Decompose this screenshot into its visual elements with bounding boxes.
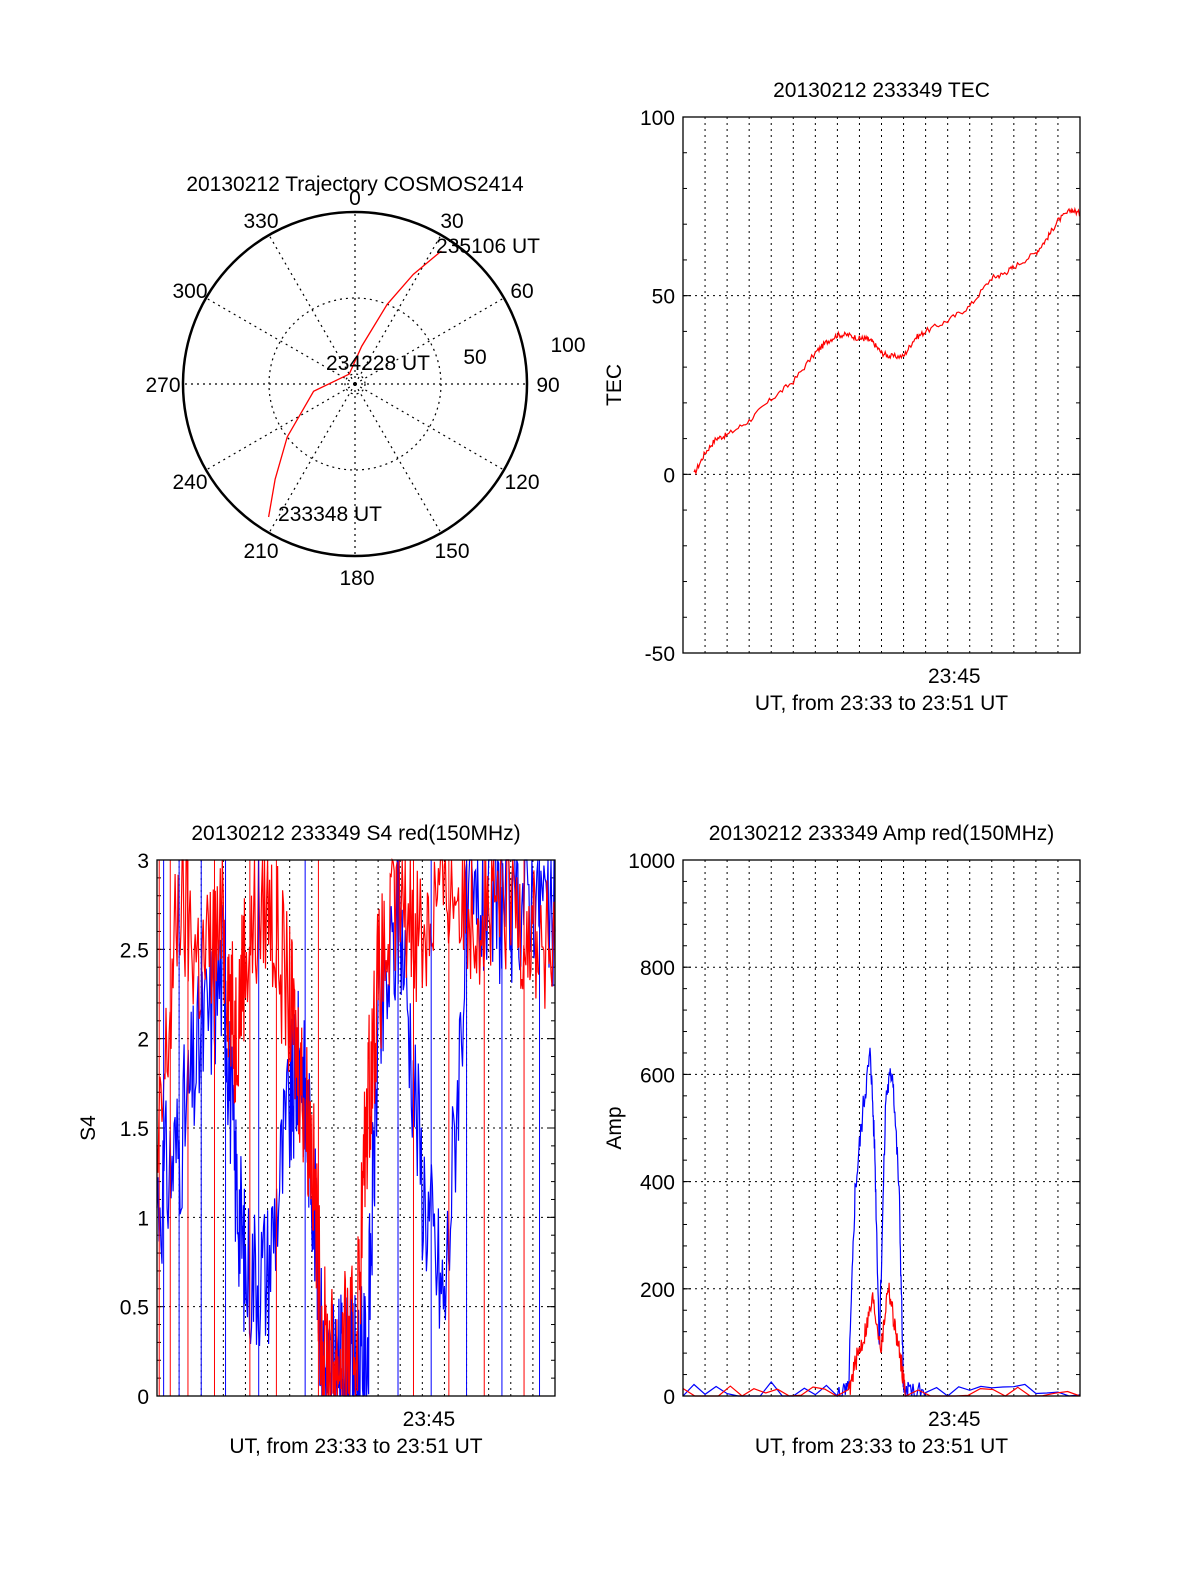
polar-angle-label: 150 <box>434 540 469 563</box>
polar-angle-label: 210 <box>243 540 278 563</box>
s4-plot-frame <box>156 859 556 1397</box>
s4-xlabel: UT, from 23:33 to 23:51 UT <box>229 1435 482 1458</box>
polar-angle-label: 240 <box>172 471 207 494</box>
s4-ytick-label: 3 <box>137 850 149 873</box>
polar-spoke <box>354 234 442 385</box>
polar-angle-label: 180 <box>339 567 374 590</box>
polar-radius-label: 100 <box>550 334 585 357</box>
tec-xlabel: UT, from 23:33 to 23:51 UT <box>755 692 1008 715</box>
s4-ylabel: S4 <box>77 1115 100 1141</box>
amp-ytick-label: 1000 <box>628 850 675 873</box>
polar-radius-label: 50 <box>463 346 486 369</box>
polar-spoke <box>205 297 356 385</box>
s4-ytick-label: 0 <box>137 1386 149 1409</box>
tec-ytick-label: -50 <box>645 643 675 666</box>
s4-ytick-label: 2 <box>137 1029 149 1052</box>
tec-plot-frame <box>682 116 1081 654</box>
amp-xlabel: UT, from 23:33 to 23:51 UT <box>755 1435 1008 1458</box>
polar-spoke <box>268 234 356 385</box>
amp-series-line <box>682 1282 1081 1397</box>
amp-xtick-label: 23:45 <box>928 1408 981 1431</box>
polar-spoke <box>205 383 356 471</box>
amp-ytick-label: 800 <box>640 957 675 980</box>
tec-ylabel: TEC <box>603 364 626 406</box>
polar-title: 20130212 Trajectory COSMOS2414 <box>186 173 524 196</box>
tec-title: 20130212 233349 TEC <box>773 79 990 102</box>
amp-plot-frame <box>682 859 1081 1397</box>
polar-spoke <box>354 383 442 534</box>
tec-ytick-label: 0 <box>663 464 675 487</box>
amp-title: 20130212 233349 Amp red(150MHz) <box>709 822 1055 845</box>
tec-xtick-label: 23:45 <box>928 665 981 688</box>
polar-spoke <box>354 297 505 385</box>
amp-ylabel: Amp <box>603 1106 626 1149</box>
s4-title: 20130212 233349 S4 red(150MHz) <box>191 822 520 845</box>
polar-spoke <box>354 383 505 471</box>
polar-trajectory-line <box>267 250 442 518</box>
s4-ytick-label: 1 <box>137 1207 149 1230</box>
polar-spoke <box>268 383 356 534</box>
s4-xtick-label: 23:45 <box>403 1408 456 1431</box>
amp-series-line <box>682 1047 1081 1398</box>
tec-ytick-label: 50 <box>652 286 675 309</box>
tec-series-line <box>693 206 1081 476</box>
polar-angle-label: 270 <box>145 374 180 397</box>
s4-series-line <box>156 857 556 1397</box>
s4-ytick-label: 0.5 <box>120 1297 149 1320</box>
polar-point-label: 233348 UT <box>278 503 382 526</box>
polar-angle-label: 300 <box>172 280 207 303</box>
polar-angle-label: 30 <box>440 210 463 233</box>
s4-ytick-label: 2.5 <box>120 939 149 962</box>
polar-angle-label: 0 <box>349 187 361 210</box>
tec-ytick-label: 100 <box>640 107 675 130</box>
polar-ring <box>344 373 366 395</box>
amp-ytick-label: 0 <box>663 1386 675 1409</box>
polar-point-label: 235106 UT <box>436 235 540 258</box>
polar-angle-label: 90 <box>536 374 559 397</box>
polar-angle-label: 120 <box>504 471 539 494</box>
polar-angle-label: 60 <box>510 280 533 303</box>
amp-ytick-label: 400 <box>640 1172 675 1195</box>
amp-ytick-label: 600 <box>640 1064 675 1087</box>
polar-ring <box>268 297 442 471</box>
polar-point-label: 234228 UT <box>326 352 430 375</box>
polar-outer-ring <box>181 210 529 558</box>
s4-ytick-label: 1.5 <box>120 1118 149 1141</box>
amp-ytick-label: 200 <box>640 1279 675 1302</box>
polar-angle-label: 330 <box>243 210 278 233</box>
